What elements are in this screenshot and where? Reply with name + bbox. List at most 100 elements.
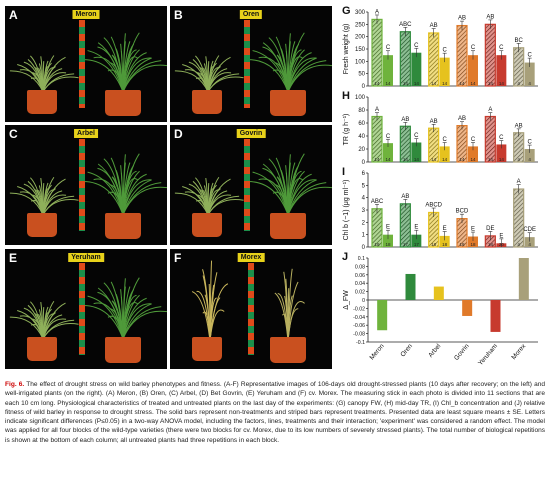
repetition-count: 14 [470,81,476,86]
y-tick-label: -0.1 [356,340,365,346]
pot [27,213,57,237]
significance-letter: C [386,45,391,51]
photo-name-label: Meron [72,10,100,19]
repetition-count: 4 [517,81,520,86]
repetition-count: 14 [403,81,409,86]
photo-govrin: D Govrin [170,125,332,245]
repetition-count: 17 [414,242,420,247]
y-tick-label: 300 [355,10,366,16]
y-tick-label: 1 [362,233,366,239]
y-tick-label: 0.08 [355,264,365,270]
significance-letter: AB [458,116,466,122]
photo-meron: A Meron [5,6,167,122]
bar-control-fill [457,25,467,86]
y-tick-label: 80 [358,108,365,114]
bar-stress-yeruham [496,55,507,86]
significance-letter: BC [514,38,523,44]
repetition-count: 14 [374,157,380,162]
y-tick-label: 0 [362,245,366,251]
measuring-stick [244,20,250,108]
y-tick-label: 100 [355,95,366,101]
significance-letter: ABC [399,22,412,28]
significance-letter: E [443,226,447,232]
significance-letter: BCD [456,209,469,215]
bar-control-fill [457,218,467,247]
bar-stress-arbel [439,146,450,162]
measuring-stick [79,20,85,108]
caption-text: The effect of drought stress on wild bar… [5,381,545,444]
repetition-count: 4 [517,242,520,247]
bar-fitness-morex [518,258,529,300]
significance-letter: C [442,137,447,143]
pot [270,90,306,116]
repetition-count: 4 [528,157,531,162]
panel-letter-J: J [342,251,348,263]
significance-letter: C [499,135,504,141]
repetition-count: 18 [431,242,437,247]
significance-letter: C [386,134,391,140]
repetition-count: 18 [488,242,494,247]
significance-letter: C [442,48,447,54]
photo-letter: C [9,127,18,141]
y-tick-label: -0.08 [353,332,365,338]
significance-letter: C [471,45,476,51]
y-tick-label: 0 [362,298,365,304]
bar-control-fill [513,189,524,247]
repetition-count: 14 [414,157,420,162]
y-tick-label: 100 [355,59,366,65]
repetition-count: 18 [385,242,391,247]
bar-control-fill [428,128,439,162]
photo-name-label: Arbel [74,129,98,138]
repetition-count: 4 [517,157,520,162]
significance-letter: E [471,227,475,233]
significance-letter: AB [430,23,438,29]
significance-letter: A [517,179,521,185]
figure-caption: Fig. 6. The effect of drought stress on … [5,380,545,445]
y-tick-label: 20 [358,147,365,153]
y-tick-label: 3 [362,208,366,214]
x-category-label: Morex [510,342,527,361]
y-axis-label: TR (g h⁻¹) [343,114,350,146]
significance-letter: CDE [523,227,536,233]
bar-control-fill [428,32,439,86]
photo-letter: E [9,251,18,265]
photo-name-label: Oren [239,10,263,19]
bar-stress-arbel [439,235,450,247]
pot [105,337,141,363]
significance-letter: ABCD [425,203,442,209]
measuring-stick [79,139,85,231]
caption-fig-label: Fig. 6. [5,381,25,388]
y-tick-label: 2 [362,220,366,226]
bar-control-fill [400,203,411,247]
panel-letter-G: G [342,5,351,17]
y-tick-label: 40 [358,134,365,140]
repetition-count: 14 [442,81,448,86]
repetition-count: 20 [499,242,505,247]
bar-stress-morex [524,149,535,162]
photo-yeruham: E Yeruham [5,249,167,369]
bar-control-fill [485,235,496,247]
pot [192,90,222,114]
y-tick-label: -0.04 [353,315,365,321]
bar-control-fill [372,116,382,162]
repetition-count: 18 [374,242,380,247]
photo-letter: B [174,8,183,22]
pot [27,337,57,361]
y-tick-label: 0.02 [355,290,365,296]
significance-letter: ABC [371,199,384,205]
significance-letter: A [488,107,492,113]
significance-letter: AB [430,119,438,125]
bar-stress-oren [411,142,422,162]
significance-letter: E [386,225,390,231]
bar-stress-govrin [468,146,478,162]
y-axis-label: Chl b (−1) (μg ml⁻¹) [343,180,350,241]
y-tick-label: 6 [362,171,366,177]
photo-letter: D [174,127,183,141]
y-tick-label: 0.06 [355,273,365,279]
bar-control-fill [372,19,382,86]
repetition-count: 14 [499,157,505,162]
bar-control-fill [485,116,496,162]
pot [192,337,222,361]
x-category-label: Meron [368,343,385,362]
measuring-stick [248,263,254,355]
